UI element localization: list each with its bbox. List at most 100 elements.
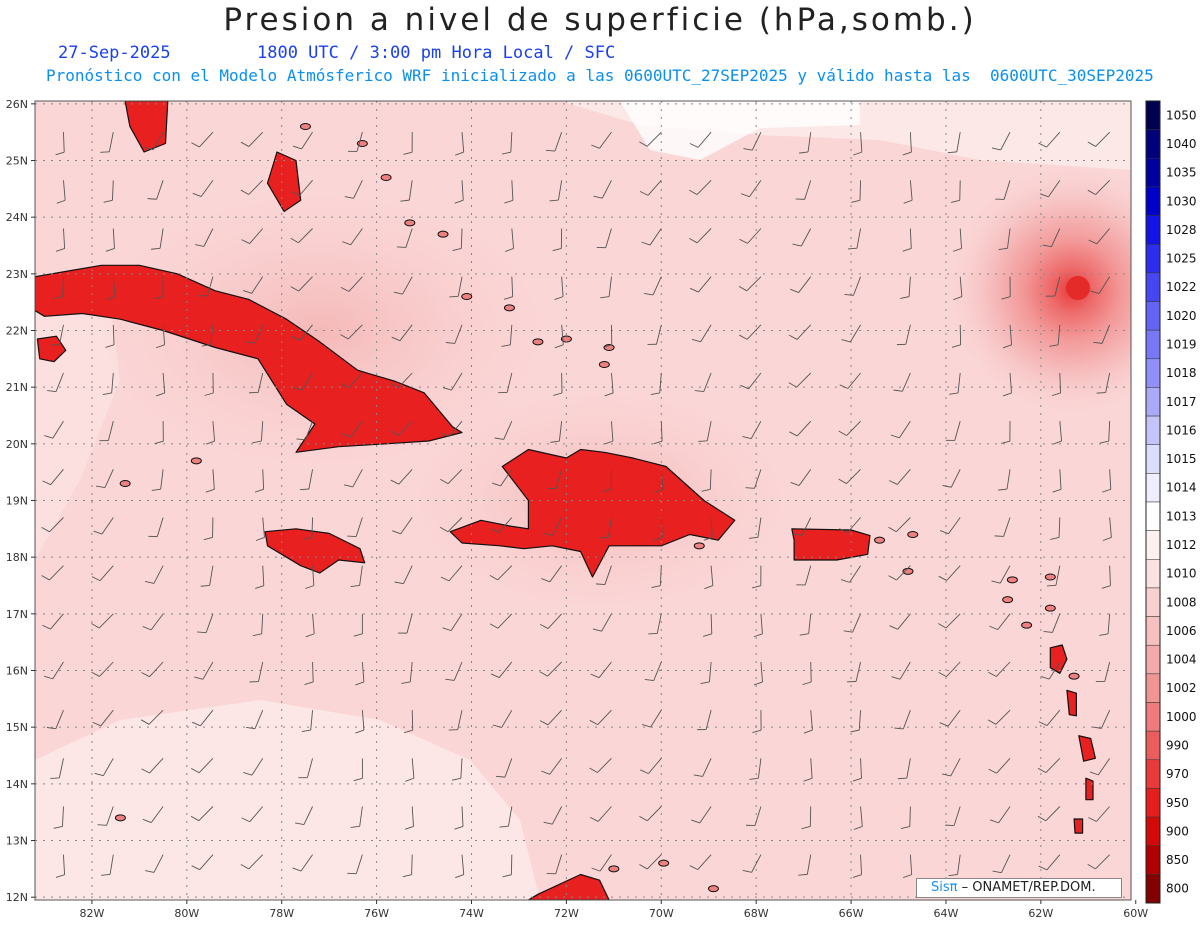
wind-barb: [107, 421, 114, 441]
wind-barb-flag: [701, 488, 711, 492]
wind-barb-flag: [452, 248, 462, 251]
colorbar-swatch: [1145, 673, 1161, 703]
wind-barb: [350, 228, 363, 246]
wind-barb: [508, 806, 513, 827]
wind-barb: [254, 324, 264, 344]
guadeloupe-island: [1049, 644, 1068, 674]
wind-barb: [1009, 372, 1012, 393]
wind-barb: [308, 469, 314, 490]
wind-barb: [1107, 613, 1111, 634]
wind-barb: [746, 276, 762, 292]
wind-barb: [1059, 421, 1063, 442]
wind-barb-flag: [1093, 341, 1103, 344]
wind-barb: [149, 661, 164, 677]
colorbar-swatch: [1145, 644, 1161, 675]
wind-barb: [856, 228, 862, 249]
wind-barb: [55, 709, 64, 729]
wind-barb: [806, 854, 812, 875]
small-island: [693, 542, 705, 550]
wind-barb-flag: [295, 822, 305, 825]
wind-barb-flag: [700, 681, 710, 684]
wind-barb: [858, 710, 862, 731]
wind-barb: [549, 758, 563, 775]
colorbar-swatch: [1145, 702, 1161, 732]
wind-barb-flag: [55, 874, 65, 878]
wind-barb: [457, 710, 463, 730]
wind-barb: [109, 854, 114, 875]
wind-barb-flag: [891, 676, 901, 680]
wind-barb: [956, 132, 961, 152]
wind-barb-flag: [991, 580, 1001, 584]
wind-barb: [447, 517, 463, 533]
wind-barb-flag: [455, 151, 464, 156]
wind-barb: [908, 276, 911, 297]
wind-barb: [162, 372, 166, 393]
wind-barb: [757, 517, 762, 538]
wind-barb: [558, 421, 563, 442]
wind-barb-flag: [749, 777, 759, 780]
wind-barb: [461, 806, 464, 827]
wind-barb: [106, 806, 114, 826]
small-island: [404, 219, 416, 227]
wind-barb: [1104, 661, 1111, 682]
wind-barb-flag: [799, 633, 809, 636]
wind-barb-flag: [689, 189, 698, 195]
wind-barb: [748, 372, 762, 390]
wind-barb: [399, 324, 413, 341]
wind-barb-flag: [1099, 633, 1109, 636]
wind-barb-flag: [1046, 584, 1056, 587]
wind-barb: [1059, 469, 1062, 490]
wind-barb-flag: [850, 729, 860, 733]
wind-barb: [608, 276, 612, 297]
wind-barb-flag: [55, 151, 65, 156]
wind-barb: [457, 276, 463, 297]
colorbar-swatch: [1145, 874, 1161, 904]
wind-barb: [199, 854, 214, 870]
wind-barb: [1007, 228, 1011, 249]
wind-barb-flag: [545, 149, 556, 152]
wind-barb-flag: [890, 434, 900, 439]
wind-barb-flag: [740, 384, 749, 390]
wind-barb-flag: [989, 625, 998, 631]
wind-barb: [697, 276, 712, 293]
wind-barb-flag: [393, 291, 403, 295]
wind-barb: [860, 758, 862, 779]
wind-barb: [99, 565, 114, 581]
colorbar-swatch: [1145, 587, 1161, 617]
wind-barb-flag: [501, 344, 511, 347]
wind-barb-flag: [1040, 675, 1050, 680]
wind-barb-flag: [639, 190, 649, 196]
wind-barb: [859, 180, 862, 201]
wind-barb-flag: [640, 769, 649, 775]
wind-barb-flag: [191, 865, 200, 871]
wind-barb-flag: [1102, 488, 1111, 493]
cuba-island: [35, 264, 463, 453]
wind-barb: [403, 565, 413, 584]
colorbar-swatch: [1145, 616, 1161, 646]
wind-barb-flag: [151, 247, 161, 250]
wind-barb: [511, 276, 514, 297]
wind-barb-flag: [455, 874, 464, 879]
small-island: [1068, 672, 1080, 680]
wind-barb-flag: [900, 296, 910, 299]
wind-barb-flag: [344, 196, 354, 199]
wind-barb: [547, 709, 562, 726]
wind-barb-flag: [644, 678, 654, 681]
wind-barb-flag: [590, 673, 600, 679]
wind-barb: [947, 709, 961, 727]
wind-barb: [1046, 854, 1061, 871]
wind-barb: [405, 228, 413, 248]
wind-barb: [1046, 131, 1061, 148]
wind-barb: [652, 276, 662, 296]
wind-barb-flag: [639, 141, 648, 147]
wind-barb-flag: [156, 392, 165, 397]
wind-barb-flag: [654, 488, 664, 493]
colorbar-label: 1016: [1166, 423, 1197, 437]
wind-barb: [248, 131, 264, 147]
wind-barb: [561, 324, 564, 345]
wind-barb-flag: [197, 631, 207, 634]
wind-barb-flag: [691, 338, 701, 343]
wind-barb: [1101, 324, 1111, 344]
wind-barb-flag: [742, 869, 752, 873]
wind-barb-flag: [343, 484, 353, 488]
